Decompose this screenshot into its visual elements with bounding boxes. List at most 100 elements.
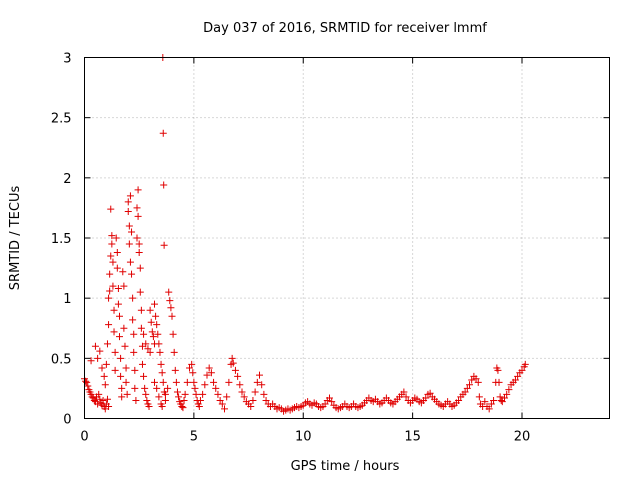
data-point xyxy=(133,204,141,212)
data-point xyxy=(503,390,511,398)
data-point xyxy=(218,400,226,408)
data-point xyxy=(189,369,197,377)
data-point xyxy=(161,396,169,404)
data-point xyxy=(238,388,246,396)
data-point xyxy=(129,316,137,324)
data-point xyxy=(144,345,152,353)
axis-ticks: 0 5 10 15 20 0 0.5 1 1.5 2 2.5 3 xyxy=(51,52,610,445)
data-point xyxy=(223,393,231,401)
data-point xyxy=(422,394,430,402)
data-point xyxy=(210,378,218,386)
data-point xyxy=(158,369,166,377)
data-point xyxy=(199,390,207,398)
data-point xyxy=(468,376,476,384)
data-point xyxy=(472,375,480,383)
data-point xyxy=(256,371,263,379)
data-point xyxy=(179,404,187,412)
data-point xyxy=(201,381,209,389)
data-point xyxy=(495,378,503,386)
data-point xyxy=(158,402,166,410)
data-point xyxy=(494,366,502,374)
data-point xyxy=(229,359,237,367)
data-point xyxy=(123,390,131,398)
data-point xyxy=(91,342,99,350)
data-point xyxy=(155,340,163,348)
data-point xyxy=(474,378,482,386)
y-tick-label: 0.5 xyxy=(51,352,72,367)
data-point xyxy=(116,333,123,341)
data-point xyxy=(249,396,257,404)
data-point xyxy=(148,328,156,336)
data-point xyxy=(498,398,506,406)
data-point xyxy=(154,330,162,338)
data-point xyxy=(153,321,161,329)
data-point xyxy=(178,402,186,410)
data-point xyxy=(137,306,145,314)
data-point xyxy=(192,390,200,398)
data-point xyxy=(216,396,224,404)
data-point xyxy=(113,248,121,256)
data-points xyxy=(81,54,529,415)
data-point xyxy=(151,378,158,386)
data-point xyxy=(212,384,220,392)
data-point xyxy=(105,402,113,410)
data-point xyxy=(116,312,123,320)
data-point xyxy=(260,390,268,398)
data-point xyxy=(101,381,109,389)
data-point xyxy=(455,396,463,404)
x-tick-label: 10 xyxy=(295,430,312,445)
data-point xyxy=(106,270,114,278)
data-point xyxy=(173,388,181,396)
x-tick-label: 20 xyxy=(514,430,531,445)
data-point xyxy=(130,330,138,338)
data-point xyxy=(505,386,513,394)
data-point xyxy=(117,354,125,362)
data-point xyxy=(160,181,168,189)
data-point xyxy=(251,388,259,396)
data-point xyxy=(84,382,92,390)
y-tick-label: 2.5 xyxy=(51,112,72,127)
data-point xyxy=(149,333,157,341)
y-tick-label: 2 xyxy=(63,172,71,187)
data-point xyxy=(196,396,204,404)
data-point xyxy=(135,240,143,248)
y-tick-label: 3 xyxy=(63,52,71,67)
data-point xyxy=(131,384,139,392)
data-point xyxy=(126,258,134,266)
data-point xyxy=(125,222,133,230)
data-point xyxy=(118,393,126,401)
data-point xyxy=(112,234,120,242)
data-point xyxy=(87,357,95,365)
data-point xyxy=(98,364,106,372)
data-point xyxy=(402,393,410,401)
data-point xyxy=(203,371,211,379)
data-point xyxy=(103,340,111,348)
data-point xyxy=(168,312,176,320)
data-point xyxy=(118,384,126,392)
data-point xyxy=(475,393,483,401)
data-point xyxy=(161,390,169,398)
data-point xyxy=(96,347,104,355)
data-point xyxy=(166,297,174,305)
data-point xyxy=(147,318,155,326)
x-tick-label: 5 xyxy=(190,430,198,445)
data-point xyxy=(164,384,172,392)
data-point xyxy=(90,396,98,404)
data-point xyxy=(485,405,493,413)
data-point xyxy=(231,366,239,374)
data-point xyxy=(521,360,529,368)
data-point xyxy=(400,388,408,396)
data-point xyxy=(171,366,179,374)
data-point xyxy=(225,378,233,386)
data-point xyxy=(159,129,167,137)
data-point xyxy=(501,394,508,402)
data-point xyxy=(102,360,110,368)
data-point xyxy=(262,396,270,404)
data-point xyxy=(114,300,122,308)
data-point xyxy=(136,288,144,296)
data-point xyxy=(110,328,118,336)
data-point xyxy=(326,394,333,402)
data-point xyxy=(124,198,132,206)
data-point xyxy=(511,376,519,384)
data-point xyxy=(258,381,266,389)
